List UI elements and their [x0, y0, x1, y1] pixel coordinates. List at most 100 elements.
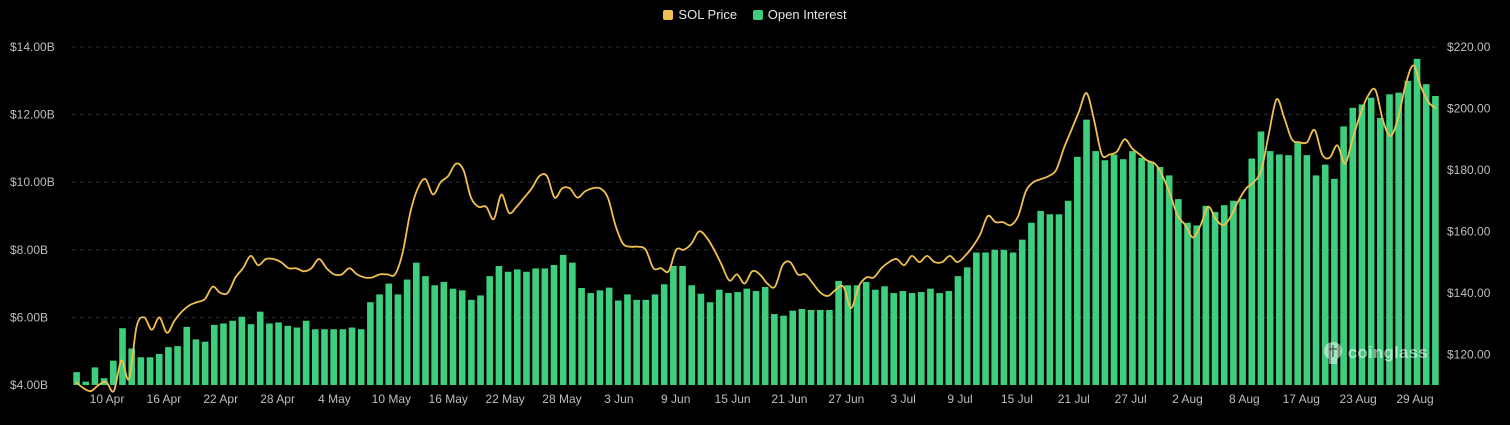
open-interest-bar[interactable] — [440, 281, 448, 385]
open-interest-bar[interactable] — [1064, 200, 1072, 385]
open-interest-bar[interactable] — [468, 299, 475, 385]
open-interest-bar[interactable] — [385, 283, 393, 385]
open-interest-bar[interactable] — [1239, 199, 1246, 385]
open-interest-bar[interactable] — [1101, 160, 1109, 385]
open-interest-bar[interactable] — [1285, 155, 1292, 385]
open-interest-bar[interactable] — [807, 309, 815, 385]
open-interest-bar[interactable] — [651, 294, 659, 385]
open-interest-bar[interactable] — [945, 291, 953, 385]
open-interest-bar[interactable] — [1083, 119, 1090, 386]
open-interest-bar[interactable] — [1294, 141, 1301, 385]
open-interest-bar[interactable] — [1340, 126, 1347, 386]
open-interest-bar[interactable] — [559, 254, 567, 385]
open-interest-bar[interactable] — [991, 249, 999, 385]
open-interest-bar[interactable] — [550, 265, 558, 385]
open-interest-bar[interactable] — [311, 329, 319, 385]
open-interest-bar[interactable] — [587, 293, 595, 385]
open-interest-bar[interactable] — [816, 309, 824, 385]
open-interest-bar[interactable] — [917, 292, 925, 385]
open-interest-bar[interactable] — [761, 286, 769, 385]
legend-item-open-interest[interactable]: Open Interest — [752, 7, 847, 22]
open-interest-bar[interactable] — [174, 346, 181, 385]
open-interest-bar[interactable] — [688, 285, 696, 385]
open-interest-bar[interactable] — [1028, 222, 1035, 385]
open-interest-bar[interactable] — [973, 252, 980, 385]
open-interest-bar[interactable] — [504, 271, 512, 385]
open-interest-bar[interactable] — [403, 279, 411, 385]
open-interest-bar[interactable] — [569, 262, 576, 385]
open-interest-bar[interactable] — [339, 329, 347, 385]
open-interest-bar[interactable] — [1018, 239, 1026, 385]
open-interest-bar[interactable] — [936, 293, 943, 385]
open-interest-bar[interactable] — [73, 372, 80, 385]
open-interest-bar[interactable] — [330, 329, 337, 385]
open-interest-bar[interactable] — [679, 266, 686, 385]
open-interest-bar[interactable] — [1147, 161, 1155, 385]
open-interest-bar[interactable] — [247, 324, 255, 385]
open-interest-bar[interactable] — [660, 284, 668, 385]
open-interest-bar[interactable] — [1055, 214, 1063, 385]
open-interest-bar[interactable] — [238, 316, 246, 385]
open-interest-bar[interactable] — [458, 290, 466, 385]
open-interest-bar[interactable] — [963, 267, 971, 385]
open-interest-bar[interactable] — [357, 329, 365, 385]
open-interest-bar[interactable] — [1165, 175, 1173, 385]
open-interest-bar[interactable] — [541, 268, 549, 385]
open-interest-bar[interactable] — [321, 329, 328, 385]
open-interest-bar[interactable] — [844, 285, 852, 385]
open-interest-bar[interactable] — [348, 327, 356, 385]
open-interest-bar[interactable] — [1386, 94, 1393, 385]
open-interest-bar[interactable] — [1211, 211, 1219, 385]
open-interest-bar[interactable] — [1220, 205, 1228, 385]
open-interest-bar[interactable] — [835, 280, 842, 385]
open-interest-bar[interactable] — [1138, 157, 1145, 385]
open-interest-bar[interactable] — [890, 293, 898, 385]
open-interest-bar[interactable] — [1110, 154, 1118, 385]
open-interest-bar[interactable] — [1193, 225, 1201, 385]
open-interest-bar[interactable] — [422, 276, 429, 385]
open-interest-bar[interactable] — [1358, 104, 1366, 386]
open-interest-bar[interactable] — [1000, 249, 1008, 385]
open-interest-bar[interactable] — [1266, 151, 1274, 385]
open-interest-bar[interactable] — [1248, 158, 1256, 385]
open-interest-bar[interactable] — [697, 293, 705, 385]
open-interest-bar[interactable] — [220, 323, 227, 385]
open-interest-bar[interactable] — [1422, 84, 1430, 386]
open-interest-bar[interactable] — [1202, 205, 1210, 385]
open-interest-bar[interactable] — [1312, 175, 1320, 385]
open-interest-bar[interactable] — [715, 289, 723, 385]
open-interest-bar[interactable] — [82, 381, 90, 385]
open-interest-bar[interactable] — [523, 271, 530, 385]
open-interest-bar[interactable] — [367, 302, 374, 385]
open-interest-bar[interactable] — [1037, 210, 1044, 385]
open-interest-bar[interactable] — [826, 309, 833, 385]
open-interest-bar[interactable] — [789, 310, 797, 385]
open-interest-bar[interactable] — [1349, 107, 1357, 385]
open-interest-bar[interactable] — [1432, 96, 1439, 385]
open-interest-bar[interactable] — [229, 320, 236, 385]
open-interest-bar[interactable] — [256, 311, 264, 385]
open-interest-bar[interactable] — [1184, 222, 1191, 385]
open-interest-bar[interactable] — [394, 294, 402, 385]
open-interest-bar[interactable] — [743, 288, 751, 385]
open-interest-bar[interactable] — [284, 325, 292, 385]
open-interest-bar[interactable] — [982, 252, 989, 385]
open-interest-bar[interactable] — [137, 357, 145, 385]
open-interest-bar[interactable] — [412, 262, 420, 385]
open-interest-bar[interactable] — [302, 320, 310, 385]
open-interest-bar[interactable] — [266, 323, 273, 385]
open-interest-bar[interactable] — [1175, 199, 1182, 385]
open-interest-bar[interactable] — [881, 286, 888, 385]
open-interest-bar[interactable] — [293, 327, 301, 385]
open-interest-bar[interactable] — [1395, 92, 1402, 385]
open-interest-bar[interactable] — [211, 324, 218, 385]
legend-item-sol-price[interactable]: SOL Price — [663, 7, 737, 22]
open-interest-bar[interactable] — [624, 294, 631, 385]
open-interest-bar[interactable] — [91, 367, 99, 385]
open-interest-bar[interactable] — [853, 285, 861, 385]
open-interest-bar[interactable] — [614, 300, 622, 386]
open-interest-bar[interactable] — [1367, 97, 1375, 385]
open-interest-bar[interactable] — [1303, 155, 1311, 385]
open-interest-bar[interactable] — [899, 291, 907, 385]
open-interest-bar[interactable] — [1276, 154, 1283, 385]
